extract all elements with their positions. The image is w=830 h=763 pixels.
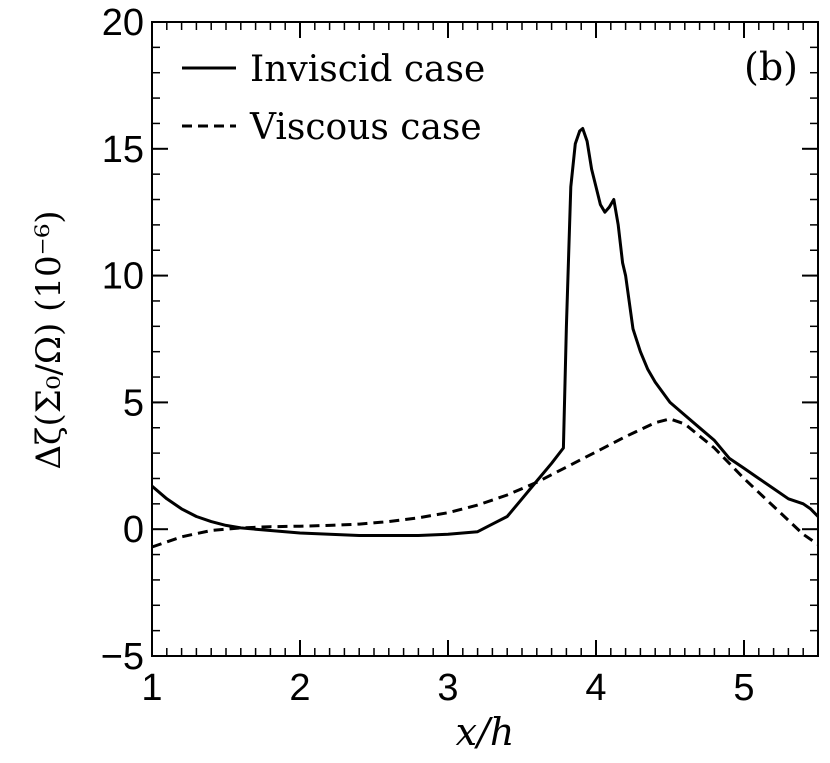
x-tick-label: 1 [141, 667, 162, 709]
series-line-inviscid-case [151, 127, 820, 537]
x-tick-labels: 1 2 3 4 5 [141, 667, 754, 709]
y-tick-label: 15 [102, 129, 144, 171]
y-tick-label: 10 [102, 256, 144, 298]
y-tick-label: 20 [102, 2, 144, 44]
x-tick-label: 2 [289, 667, 310, 709]
legend-label-viscous: Viscous case [249, 107, 482, 148]
x-tick-label: 3 [437, 667, 458, 709]
y-tick-label: 0 [123, 509, 144, 551]
axis-ticks [151, 21, 819, 657]
y-tick-label: 5 [123, 382, 144, 424]
plot-frame [151, 21, 819, 657]
y-tick-label: −5 [101, 636, 144, 678]
panel-label: (b) [744, 45, 798, 89]
y-tick-labels: −5 0 5 10 15 20 [101, 2, 144, 678]
plot-area [151, 21, 820, 657]
x-tick-label: 5 [733, 667, 754, 709]
y-axis-label: Δζ(Σ₀/Ω) (10⁻⁶) [29, 210, 69, 469]
legend-label-inviscid: Inviscid case [250, 49, 485, 90]
x-tick-label: 4 [585, 667, 606, 709]
x-axis-label: x/h [456, 710, 515, 754]
series-line-viscous-case [151, 417, 819, 549]
legend: Inviscid case Viscous case [182, 49, 485, 148]
